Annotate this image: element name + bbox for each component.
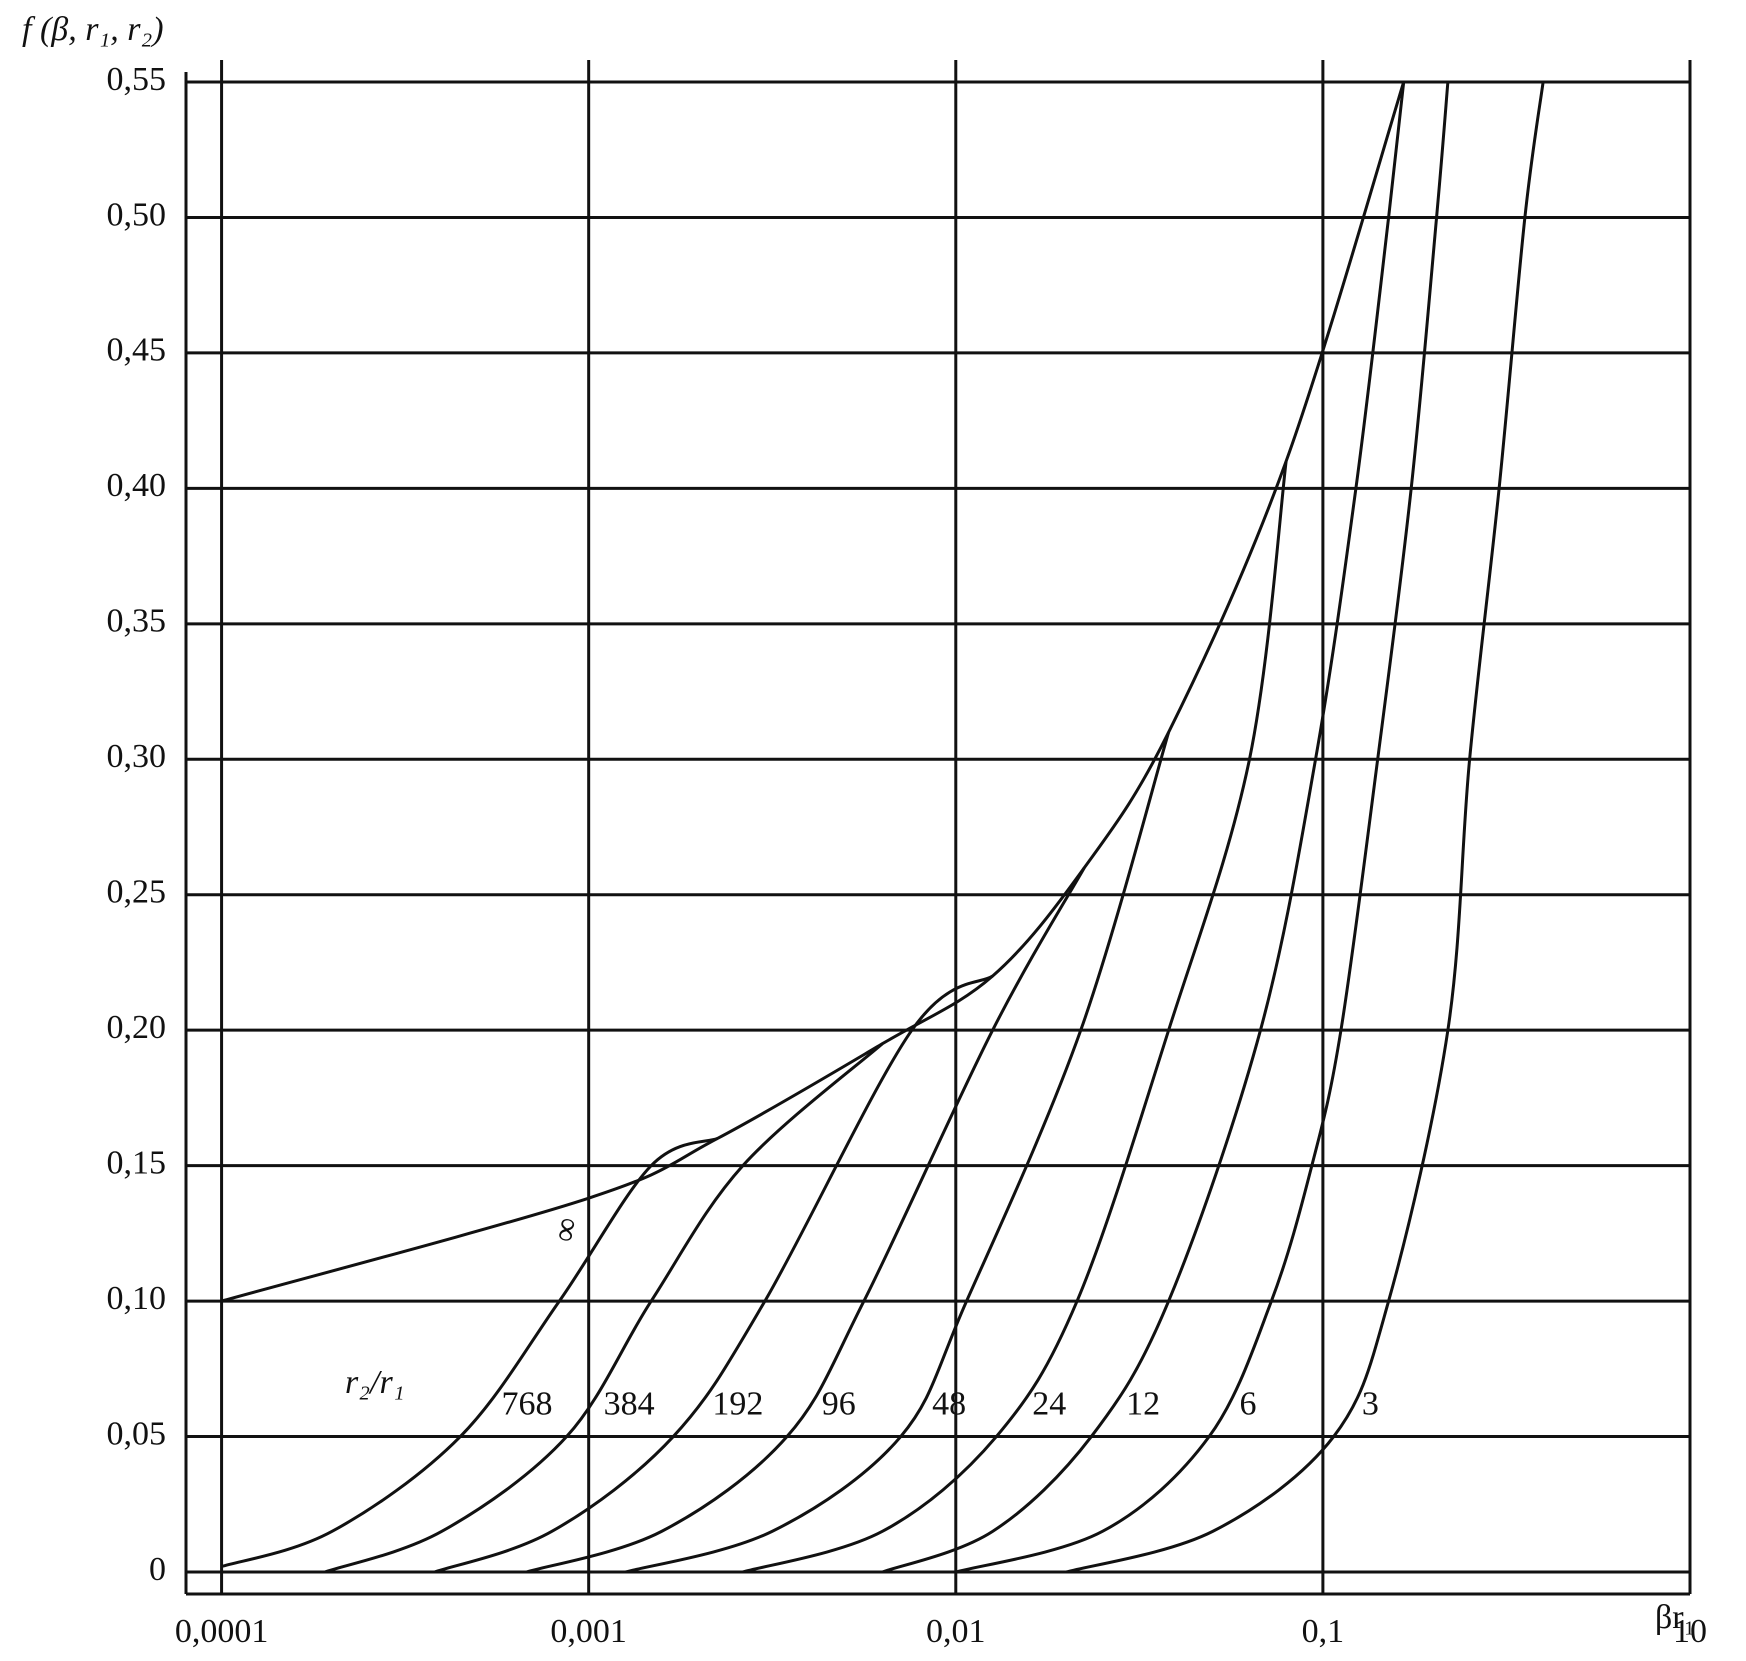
y-tick-label: 0,55 xyxy=(107,61,167,98)
legend-label: 768 xyxy=(502,1385,553,1422)
y-tick-label: 0,20 xyxy=(107,1009,167,1046)
y-tick-label: 0,40 xyxy=(107,467,167,504)
x-tick-label: 0,001 xyxy=(550,1613,627,1650)
y-tick-label: 0 xyxy=(149,1551,166,1588)
curve xyxy=(433,974,994,1574)
legend-label: ∞ xyxy=(546,1215,587,1245)
legend-label: 3 xyxy=(1362,1385,1379,1422)
legend-label: 6 xyxy=(1240,1385,1257,1422)
curve xyxy=(625,731,1171,1574)
x-tick-label: 10 xyxy=(1673,1613,1707,1650)
y-tick-label: 0,10 xyxy=(107,1280,167,1317)
x-axis-title: βr₁ xyxy=(1655,1599,1695,1636)
y-tick-label: 0,35 xyxy=(107,603,167,640)
y-axis-title: f (β, r₁, r₂) xyxy=(22,11,164,48)
curve xyxy=(1065,81,1545,1574)
y-tick-label: 0,50 xyxy=(107,196,167,233)
x-tick-label: 0,0001 xyxy=(175,1613,269,1650)
legend-label: 24 xyxy=(1032,1385,1066,1422)
y-tick-label: 0,45 xyxy=(107,332,167,369)
legend-label: 48 xyxy=(932,1385,966,1422)
y-tick-label: 0,05 xyxy=(107,1415,167,1452)
x-tick-label: 0,01 xyxy=(926,1613,986,1650)
curve xyxy=(221,81,1406,1303)
curve xyxy=(955,81,1450,1574)
curve xyxy=(525,866,1086,1574)
legend-label: 192 xyxy=(712,1385,763,1422)
curve xyxy=(881,81,1406,1574)
x-tick-label: 0,1 xyxy=(1302,1613,1345,1650)
legend-label: 384 xyxy=(604,1385,655,1422)
y-tick-label: 0,30 xyxy=(107,738,167,775)
curve xyxy=(742,461,1288,1574)
legend-label: 12 xyxy=(1126,1385,1160,1422)
legend-label: 96 xyxy=(822,1385,856,1422)
y-tick-label: 0,25 xyxy=(107,874,167,911)
annotation: r₂/r₁ xyxy=(345,1364,405,1401)
curve xyxy=(221,1137,718,1569)
curve xyxy=(324,1042,884,1574)
y-tick-label: 0,15 xyxy=(107,1144,167,1181)
